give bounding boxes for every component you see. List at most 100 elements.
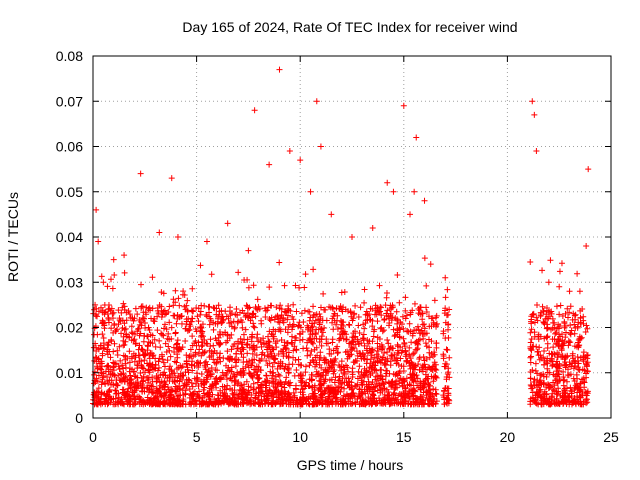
data-point [402, 307, 409, 314]
data-point [583, 243, 590, 250]
data-point [562, 387, 569, 394]
data-point [406, 395, 413, 402]
data-point [317, 378, 324, 385]
data-point [307, 352, 314, 359]
data-point [576, 288, 583, 295]
data-point [533, 148, 540, 155]
data-point [431, 297, 438, 304]
data-point [130, 317, 137, 324]
data-point [247, 362, 254, 369]
data-point [224, 348, 231, 355]
data-point [350, 330, 357, 337]
data-point [172, 330, 179, 337]
data-point [543, 395, 550, 402]
data-point [144, 347, 151, 354]
data-point [121, 341, 128, 348]
data-point [420, 353, 427, 360]
data-point [93, 313, 100, 320]
data-point [183, 316, 190, 323]
data-point [384, 394, 391, 401]
data-point [208, 383, 215, 390]
data-point [305, 308, 312, 315]
data-point [317, 143, 324, 150]
data-point [140, 373, 147, 380]
data-point [208, 271, 215, 278]
data-point [392, 381, 399, 388]
data-point [372, 376, 379, 383]
data-point [263, 357, 270, 364]
data-point [213, 311, 220, 318]
data-point [423, 308, 430, 315]
data-point [127, 401, 134, 408]
data-point [100, 335, 107, 342]
data-point [160, 325, 167, 332]
data-point [368, 364, 375, 371]
data-point [312, 317, 319, 324]
data-point [562, 310, 569, 317]
data-point [320, 290, 327, 297]
data-point [428, 323, 435, 330]
data-point [348, 341, 355, 348]
data-point [378, 346, 385, 353]
data-point [162, 363, 169, 370]
data-point [233, 306, 240, 313]
data-point [213, 398, 220, 405]
data-point [433, 340, 440, 347]
data-point [554, 325, 561, 332]
data-point [544, 365, 551, 372]
data-point [367, 371, 374, 378]
x-tick-label: 25 [603, 429, 619, 445]
data-point [414, 382, 421, 389]
data-point [200, 380, 207, 387]
data-point [115, 363, 122, 370]
data-point [547, 309, 554, 316]
data-point [111, 271, 118, 278]
data-point [176, 383, 183, 390]
data-point [189, 392, 196, 399]
data-point [326, 346, 333, 353]
data-point [377, 366, 384, 373]
data-point [331, 358, 338, 365]
data-point [307, 328, 314, 335]
data-point [162, 401, 169, 408]
data-point [99, 319, 106, 326]
data-point [553, 390, 560, 397]
data-point [345, 392, 352, 399]
data-point [263, 396, 270, 403]
data-point [266, 386, 273, 393]
data-point [219, 389, 226, 396]
data-point [552, 330, 559, 337]
data-point [403, 375, 410, 382]
data-point [538, 371, 545, 378]
data-point [579, 305, 586, 312]
data-point [153, 400, 160, 407]
data-point [394, 396, 401, 403]
data-point [230, 343, 237, 350]
data-point [270, 333, 277, 340]
data-point [356, 385, 363, 392]
data-point [305, 324, 312, 331]
data-point [190, 396, 197, 403]
data-point [584, 359, 591, 366]
data-point [527, 375, 534, 382]
data-point [121, 320, 128, 327]
data-point [544, 397, 551, 404]
data-point [302, 363, 309, 370]
data-point [355, 368, 362, 375]
data-point [196, 394, 203, 401]
data-point [308, 377, 315, 384]
data-point [249, 350, 256, 357]
data-point [387, 362, 394, 369]
data-point [426, 389, 433, 396]
data-point [416, 366, 423, 373]
data-point [566, 359, 573, 366]
data-point [244, 341, 251, 348]
data-point [527, 329, 534, 336]
data-point [568, 327, 575, 334]
x-tick-label: 15 [396, 429, 412, 445]
data-point [535, 352, 542, 359]
data-point [394, 272, 401, 279]
data-point [329, 315, 336, 322]
data-point [425, 387, 432, 394]
